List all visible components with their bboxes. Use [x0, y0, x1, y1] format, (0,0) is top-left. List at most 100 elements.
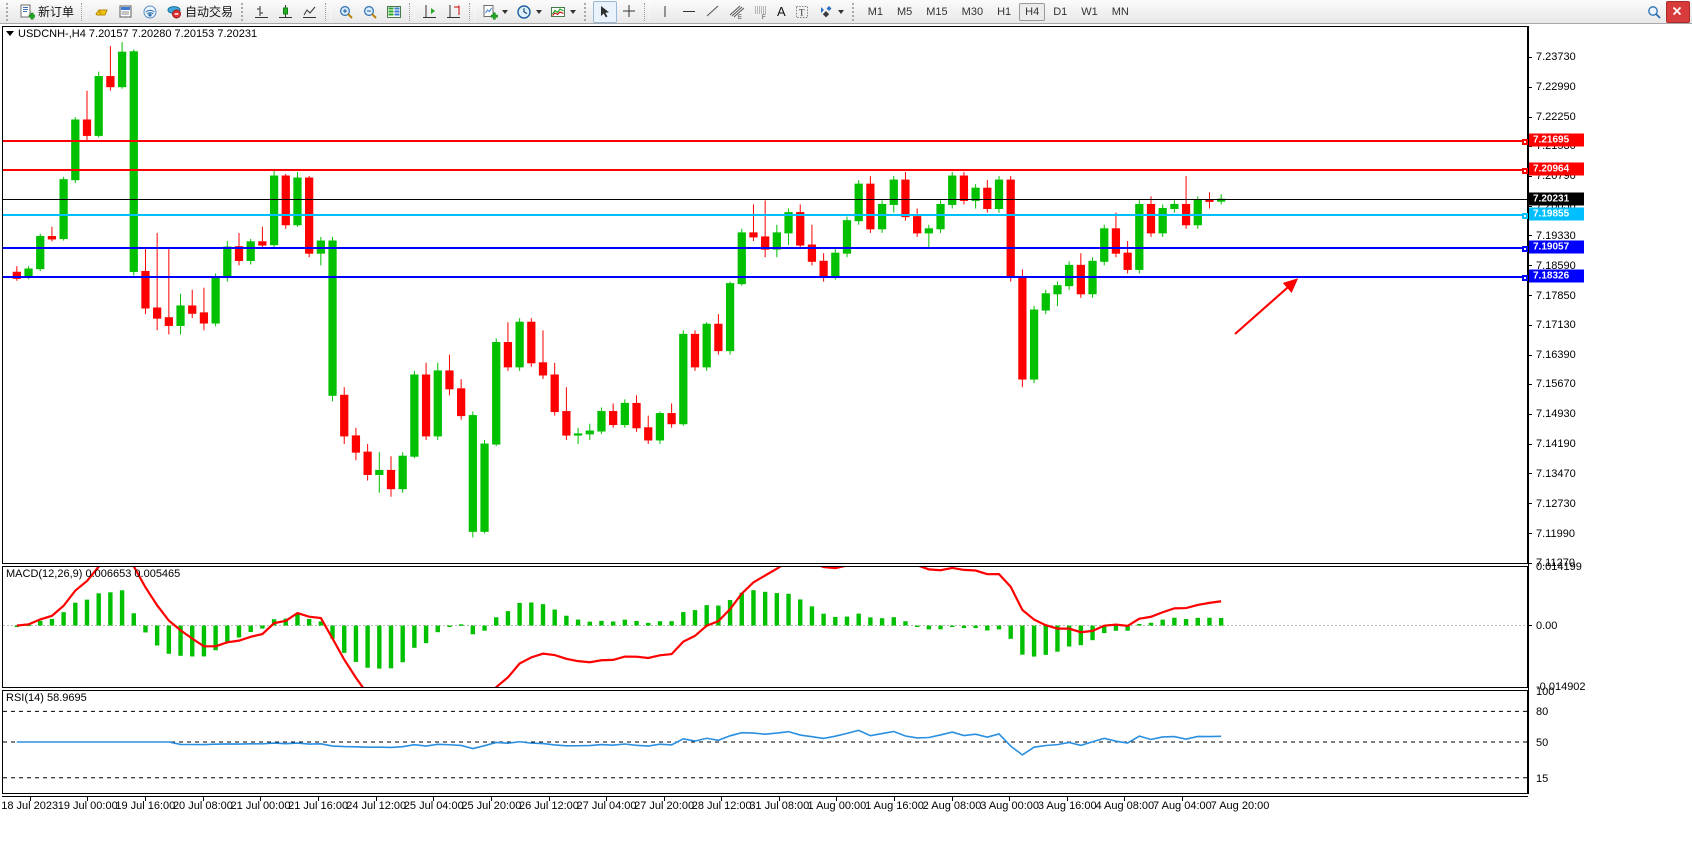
toolbar-grip-3[interactable]: [584, 2, 589, 21]
time-tick-mark: [1066, 797, 1068, 801]
price-tick: 7.22250: [1528, 111, 1576, 123]
toolbar-grip-2[interactable]: [241, 2, 246, 21]
toolbar-grip[interactable]: [6, 2, 11, 21]
timeframe-mn[interactable]: MN: [1111, 5, 1129, 18]
trendline-button[interactable]: [701, 1, 725, 23]
timeframe-d1[interactable]: D1: [1053, 5, 1068, 18]
time-tick-label: 27 Jul 04:00: [576, 800, 637, 812]
support-line-2-tag[interactable]: 7.18326: [1529, 269, 1584, 283]
time-tick-mark: [778, 797, 780, 801]
time-tick-label: 2 Aug 08:00: [922, 800, 982, 812]
resistance-line-2[interactable]: [3, 168, 1528, 175]
time-tick-label: 3 Aug 16:00: [1037, 800, 1097, 812]
macd-pane[interactable]: MACD(12,26,9) 0.006653 0.005465: [2, 566, 1528, 688]
svg-text:T: T: [799, 7, 805, 17]
support-line-2[interactable]: [3, 275, 1528, 282]
templates-button[interactable]: [546, 1, 580, 23]
fibonacci-button[interactable]: F: [749, 1, 773, 23]
timeframe-m30[interactable]: M30: [961, 5, 984, 18]
zoom-in-icon: [338, 4, 354, 20]
period-icon: [516, 4, 532, 20]
time-tick-mark: [87, 797, 89, 801]
resistance-line-1[interactable]: [3, 138, 1528, 145]
close-icon: [1670, 4, 1686, 20]
search-icon: [1646, 4, 1662, 20]
chart-area[interactable]: USDCNH-,H4 7.20157 7.20280 7.20153 7.202…: [0, 24, 1692, 852]
time-tick-label: 25 Jul 04:00: [403, 800, 464, 812]
time-tick-label: 21 Jul 16:00: [288, 800, 349, 812]
last-price-line[interactable]: [3, 199, 1527, 201]
time-tick-mark: [202, 797, 204, 801]
add-indicator-button[interactable]: [478, 1, 512, 23]
candlestick-chart-button[interactable]: [274, 1, 298, 23]
terminal-button[interactable]: [114, 1, 138, 23]
timeframe-h4[interactable]: H4: [1019, 2, 1046, 21]
last-price-line-tag[interactable]: 7.20231: [1529, 192, 1584, 206]
text-label-button[interactable]: T: [790, 1, 814, 23]
vertical-line-button[interactable]: [653, 1, 677, 23]
close-button[interactable]: [1666, 0, 1690, 23]
autotrading-button[interactable]: 自动交易: [162, 1, 237, 23]
time-tick-mark: [663, 797, 665, 801]
zoom-in-button[interactable]: [334, 1, 358, 23]
cursor-button[interactable]: [593, 0, 618, 23]
price-tick: 7.11990: [1528, 528, 1575, 540]
resistance-line-1-tag[interactable]: 7.21695: [1529, 133, 1584, 147]
time-tick-mark: [951, 797, 953, 801]
objects-button[interactable]: [814, 1, 848, 23]
time-tick-label: 25 Jul 20:00: [461, 800, 522, 812]
time-tick-label: 7 Aug 04:00: [1153, 800, 1212, 812]
cyan-level-line-tag[interactable]: 7.19855: [1529, 207, 1584, 221]
toolbar-separator-5: [644, 2, 651, 21]
chart-menu-caret-icon[interactable]: [6, 31, 14, 36]
timeframe-m15[interactable]: M15: [926, 5, 948, 18]
timeframe-h1[interactable]: H1: [997, 5, 1012, 18]
timeframe-w1[interactable]: W1: [1081, 5, 1098, 18]
chevron-down-icon-4[interactable]: [837, 9, 844, 14]
period-button[interactable]: [512, 1, 546, 23]
text-button[interactable]: A: [773, 1, 790, 23]
search-button[interactable]: [1642, 1, 1666, 23]
macd-series: [3, 567, 1527, 687]
text-icon: A: [777, 4, 786, 19]
chevron-down-icon-2[interactable]: [536, 9, 543, 14]
horizontal-line-button[interactable]: [677, 1, 701, 23]
equidistant-channel-icon: E: [729, 4, 745, 20]
zoom-out-button[interactable]: [358, 1, 382, 23]
signals-button[interactable]: [138, 1, 162, 23]
price-tick: 7.11270: [1528, 557, 1575, 569]
toolbar-separator-2: [325, 2, 332, 21]
time-tick-label: 1 Aug 16:00: [865, 800, 924, 812]
equidistant-channel-button[interactable]: E: [725, 1, 749, 23]
crosshair-button[interactable]: [617, 1, 641, 23]
toolbar-separator: [81, 2, 88, 21]
time-tick-mark: [894, 797, 896, 801]
cyan-level-line[interactable]: [3, 213, 1528, 220]
time-tick-mark: [836, 797, 838, 801]
chevron-down-icon[interactable]: [502, 9, 509, 14]
bar-chart-icon: [254, 4, 270, 20]
gold-bar-button[interactable]: [90, 1, 114, 23]
time-tick-label: 7 Aug 20:00: [1210, 800, 1270, 812]
data-window-button[interactable]: [382, 1, 406, 23]
price-axis[interactable]: 7.23730 7.22990 7.22250 7.21530 7.20790 7.200…: [1528, 26, 1692, 794]
timeframe-m5[interactable]: M5: [896, 5, 913, 18]
time-tick-label: 19 Jul 00:00: [57, 800, 118, 812]
toolbar-grip-4[interactable]: [851, 2, 857, 21]
resistance-line-2-tag[interactable]: 7.20964: [1529, 162, 1584, 176]
time-tick-mark: [318, 797, 320, 801]
chart-shift-button[interactable]: [418, 1, 442, 23]
new-order-label: 新订单: [38, 5, 75, 19]
auto-scroll-button[interactable]: [442, 1, 466, 23]
line-chart-button[interactable]: [298, 1, 322, 23]
price-pane[interactable]: USDCNH-,H4 7.20157 7.20280 7.20153 7.202…: [2, 26, 1528, 564]
time-tick-mark: [375, 797, 377, 801]
time-axis[interactable]: 18 Jul 2023 19 Jul 00:00 19 Jul 16:00 20 Ju…: [1, 796, 1528, 818]
rsi-pane[interactable]: RSI(14) 58.9695: [2, 690, 1528, 794]
new-order-button[interactable]: 新订单: [15, 1, 78, 23]
support-line-1-tag[interactable]: 7.19057: [1529, 240, 1584, 254]
support-line-1[interactable]: [3, 245, 1528, 252]
timeframe-m1[interactable]: M1: [867, 5, 883, 18]
chevron-down-icon-3[interactable]: [570, 9, 577, 14]
bar-chart-button[interactable]: [250, 1, 274, 23]
